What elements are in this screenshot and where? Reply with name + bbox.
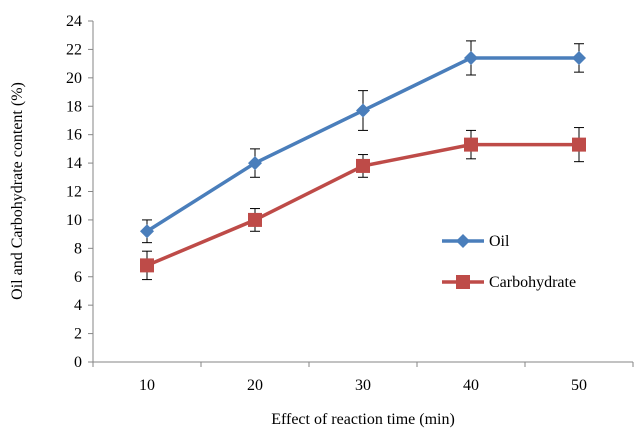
data-point-carbohydrate: [140, 258, 154, 273]
y-axis-title: Oil and Carbohydrate content (%): [9, 82, 26, 300]
y-tick-label: 18: [66, 98, 82, 115]
legend-label: Carbohydrate: [489, 274, 576, 291]
y-tick-label: 8: [74, 240, 82, 257]
data-point-carbohydrate: [464, 137, 478, 152]
series-carbohydrate: [140, 127, 586, 281]
data-point-oil: [464, 50, 478, 65]
legend-marker: [456, 234, 470, 248]
y-tick-label: 24: [66, 13, 82, 30]
legend-item-carbohydrate: Carbohydrate: [442, 274, 576, 291]
series-layer: [140, 40, 586, 281]
data-point-oil: [572, 50, 586, 65]
axes: [88, 20, 634, 367]
legend-item-oil: Oil: [442, 233, 510, 250]
x-tick-label: 50: [571, 377, 587, 394]
x-tick-label: 20: [247, 377, 263, 394]
y-tick-label: 6: [74, 269, 82, 286]
legend-marker: [456, 275, 470, 289]
x-tick-labels: 10 20 30 40 50: [139, 377, 587, 394]
y-tick-label: 10: [66, 212, 82, 229]
data-point-oil: [356, 103, 370, 118]
x-axis-title: Effect of reaction time (min): [271, 411, 455, 428]
y-tick-label: 14: [66, 155, 82, 172]
data-point-carbohydrate: [572, 137, 586, 152]
x-tick-label: 10: [139, 377, 155, 394]
series-oil: [140, 40, 586, 244]
data-point-oil: [140, 224, 154, 239]
legend-label: Oil: [489, 233, 510, 250]
x-tick-label: 40: [463, 377, 479, 394]
y-tick-label: 12: [66, 184, 82, 201]
y-tick-label: 4: [74, 297, 82, 314]
legend: Oil Carbohydrate: [442, 233, 576, 291]
y-tick-label: 16: [66, 127, 82, 144]
x-tick-label: 30: [355, 377, 371, 394]
y-tick-label: 22: [66, 41, 82, 58]
y-tick-label: 0: [74, 354, 82, 371]
y-tick-label: 20: [66, 70, 82, 87]
data-point-oil: [248, 156, 262, 171]
data-point-carbohydrate: [248, 212, 262, 227]
y-tick-label: 2: [74, 326, 82, 343]
data-point-carbohydrate: [356, 158, 370, 173]
